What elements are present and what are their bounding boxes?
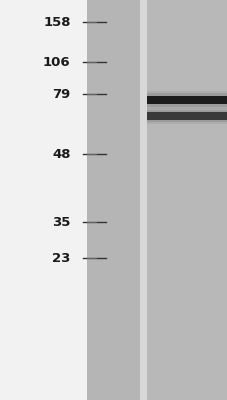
Bar [140,0,146,400]
Bar [146,96,227,104]
Bar [86,0,227,400]
Bar [146,0,227,400]
Bar [146,112,227,120]
Text: 23: 23 [52,252,70,264]
Text: 35: 35 [52,216,70,228]
Text: 106: 106 [43,56,70,68]
Bar [146,110,227,122]
Bar [0,0,86,400]
Text: 79: 79 [52,88,70,100]
Bar [86,0,140,400]
Bar [146,108,227,124]
Bar [146,93,227,107]
Text: 158: 158 [43,16,70,28]
Bar [146,91,227,109]
Text: 48: 48 [52,148,70,160]
